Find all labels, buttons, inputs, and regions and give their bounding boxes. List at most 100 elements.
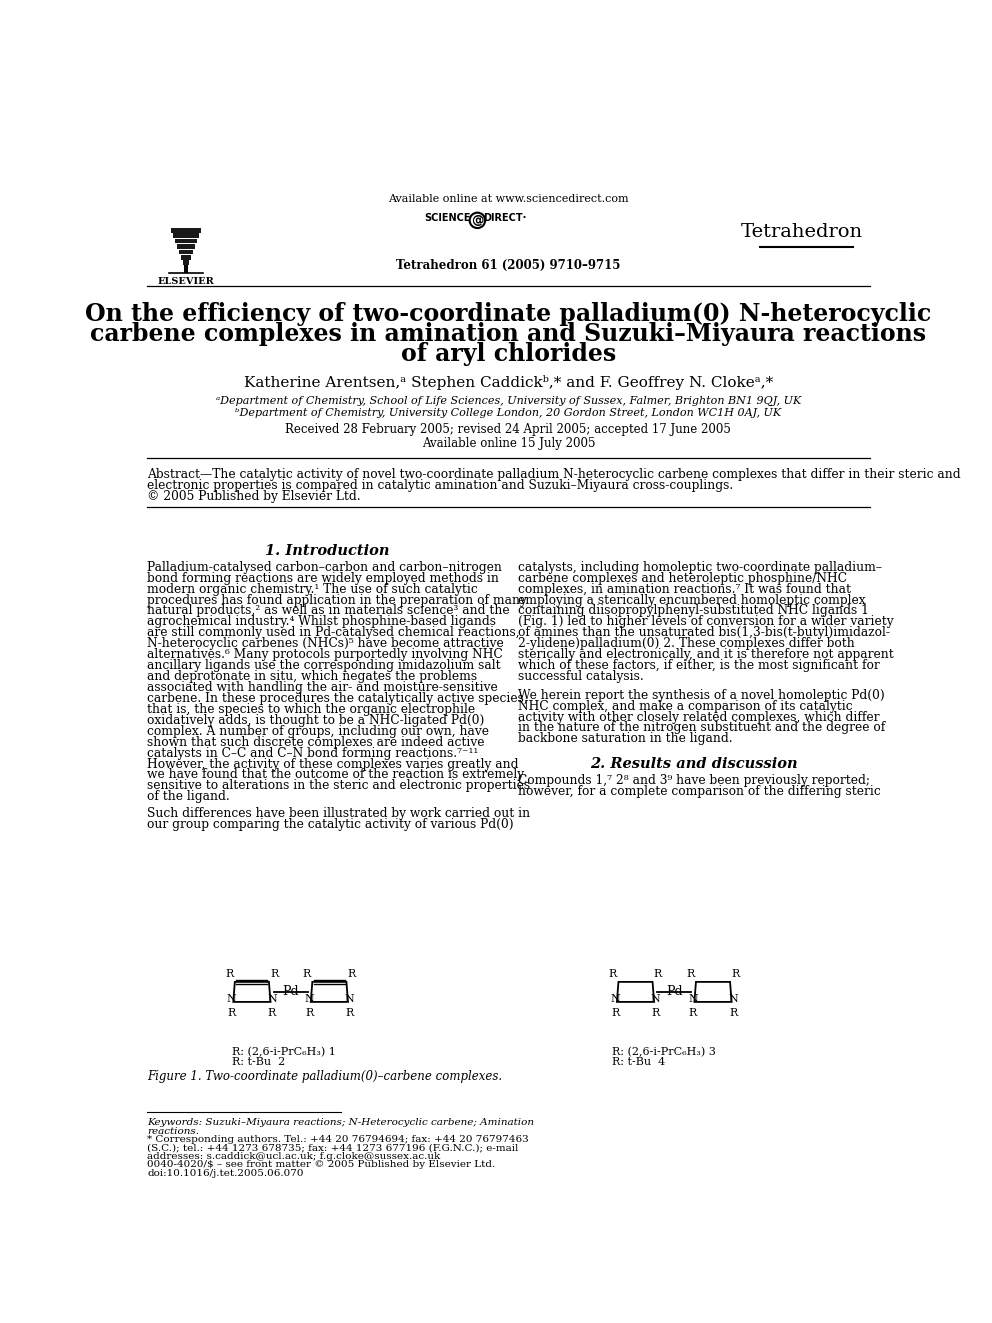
Text: we have found that the outcome of the reaction is extremely: we have found that the outcome of the re… xyxy=(147,769,525,782)
Text: R: R xyxy=(688,1008,697,1017)
Text: reactions.: reactions. xyxy=(147,1127,199,1135)
Text: sterically and electronically, and it is therefore not apparent: sterically and electronically, and it is… xyxy=(518,648,894,662)
Text: R: t-Bu  2: R: t-Bu 2 xyxy=(232,1057,286,1066)
Text: Tetrahedron 61 (2005) 9710–9715: Tetrahedron 61 (2005) 9710–9715 xyxy=(396,258,621,271)
Text: and deprotonate in situ, which negates the problems: and deprotonate in situ, which negates t… xyxy=(147,669,477,683)
Text: our group comparing the catalytic activity of various Pd(0): our group comparing the catalytic activi… xyxy=(147,819,514,831)
Text: Available online at www.sciencedirect.com: Available online at www.sciencedirect.co… xyxy=(388,193,629,204)
Text: DIRECT·: DIRECT· xyxy=(484,213,527,224)
Text: are still commonly used in Pd-catalysed chemical reactions,: are still commonly used in Pd-catalysed … xyxy=(147,626,520,639)
Text: 0040-4020/$ – see front matter © 2005 Published by Elsevier Ltd.: 0040-4020/$ – see front matter © 2005 Pu… xyxy=(147,1160,495,1168)
Text: R: R xyxy=(348,970,356,979)
Bar xyxy=(183,261,189,265)
Text: R: R xyxy=(268,1008,276,1017)
Text: electronic properties is compared in catalytic amination and Suzuki–Miyaura cros: electronic properties is compared in cat… xyxy=(147,479,733,492)
Text: * Corresponding authors. Tel.: +44 20 76794694; fax: +44 20 76797463: * Corresponding authors. Tel.: +44 20 76… xyxy=(147,1135,529,1144)
Text: however, for a complete comparison of the differing steric: however, for a complete comparison of th… xyxy=(518,785,881,798)
Text: Abstract—The catalytic activity of novel two-coordinate palladium N-heterocyclic: Abstract—The catalytic activity of novel… xyxy=(147,468,961,482)
Text: natural products,² as well as in materials science³ and the: natural products,² as well as in materia… xyxy=(147,605,510,618)
Text: agrochemical industry.⁴ Whilst phosphine-based ligands: agrochemical industry.⁴ Whilst phosphine… xyxy=(147,615,496,628)
Text: of the ligand.: of the ligand. xyxy=(147,790,230,803)
Text: sensitive to alterations in the steric and electronic properties: sensitive to alterations in the steric a… xyxy=(147,779,531,792)
Text: ancillary ligands use the corresponding imidazolium salt: ancillary ligands use the corresponding … xyxy=(147,659,501,672)
Text: N: N xyxy=(227,994,237,1004)
Text: addresses: s.caddick@ucl.ac.uk; f.g.cloke@sussex.ac.uk: addresses: s.caddick@ucl.ac.uk; f.g.clok… xyxy=(147,1152,440,1162)
Text: R: R xyxy=(270,970,279,979)
Text: R: t-Bu  4: R: t-Bu 4 xyxy=(612,1057,666,1066)
Text: However, the activity of these complexes varies greatly and: However, the activity of these complexes… xyxy=(147,758,519,770)
Text: (S.C.); tel.: +44 1273 678735; fax: +44 1273 677196 (F.G.N.C.); e-mail: (S.C.); tel.: +44 1273 678735; fax: +44 … xyxy=(147,1143,519,1152)
Text: R: R xyxy=(227,1008,236,1017)
Text: 1. Introduction: 1. Introduction xyxy=(265,544,389,558)
Text: 2-ylidene)palladium(0) 2. These complexes differ both: 2-ylidene)palladium(0) 2. These complexe… xyxy=(518,638,854,650)
Text: SCIENCE: SCIENCE xyxy=(425,213,471,224)
Text: R: (2,6-i-PrC₆H₃) 1: R: (2,6-i-PrC₆H₃) 1 xyxy=(232,1046,336,1057)
Text: N: N xyxy=(267,994,277,1004)
Text: Palladium-catalysed carbon–carbon and carbon–nitrogen: Palladium-catalysed carbon–carbon and ca… xyxy=(147,561,502,574)
Text: N: N xyxy=(305,994,314,1004)
Text: Katherine Arentsen,ᵃ Stephen Caddickᵇ,* and F. Geoffrey N. Clokeᵃ,*: Katherine Arentsen,ᵃ Stephen Caddickᵇ,* … xyxy=(244,374,773,389)
Text: 2. Results and discussion: 2. Results and discussion xyxy=(590,757,798,771)
Text: procedures has found application in the preparation of many: procedures has found application in the … xyxy=(147,594,527,606)
Text: Pd: Pd xyxy=(666,986,682,999)
Text: N: N xyxy=(688,994,697,1004)
Text: N: N xyxy=(728,994,738,1004)
Bar xyxy=(178,245,194,249)
Text: R: R xyxy=(303,970,311,979)
Text: On the efficiency of two-coordinate palladium(0) N-heterocyclic: On the efficiency of two-coordinate pall… xyxy=(85,302,931,327)
Bar xyxy=(181,255,191,259)
Text: which of these factors, if either, is the most significant for: which of these factors, if either, is th… xyxy=(518,659,880,672)
Text: backbone saturation in the ligand.: backbone saturation in the ligand. xyxy=(518,733,732,745)
Bar xyxy=(179,250,193,254)
Text: N: N xyxy=(610,994,620,1004)
Text: R: R xyxy=(652,1008,660,1017)
Text: bond forming reactions are widely employed methods in: bond forming reactions are widely employ… xyxy=(147,572,499,585)
Text: oxidatively adds, is thought to be a NHC-ligated Pd(0): oxidatively adds, is thought to be a NHC… xyxy=(147,714,485,726)
Text: R: R xyxy=(729,1008,737,1017)
Text: complex. A number of groups, including our own, have: complex. A number of groups, including o… xyxy=(147,725,489,738)
Text: employing a sterically encumbered homoleptic complex: employing a sterically encumbered homole… xyxy=(518,594,865,606)
Text: Pd: Pd xyxy=(283,986,299,999)
Text: catalysts in C–C and C–N bond forming reactions.⁷⁻¹¹: catalysts in C–C and C–N bond forming re… xyxy=(147,746,478,759)
Text: © 2005 Published by Elsevier Ltd.: © 2005 Published by Elsevier Ltd. xyxy=(147,490,361,503)
Text: that is, the species to which the organic electrophile: that is, the species to which the organi… xyxy=(147,703,475,716)
Text: ᵇDepartment of Chemistry, University College London, 20 Gordon Street, London WC: ᵇDepartment of Chemistry, University Col… xyxy=(235,407,782,418)
Text: R: R xyxy=(609,970,617,979)
Text: shown that such discrete complexes are indeed active: shown that such discrete complexes are i… xyxy=(147,736,485,749)
Text: Keywords: Suzuki–Miyaura reactions; N-Heterocyclic carbene; Amination: Keywords: Suzuki–Miyaura reactions; N-He… xyxy=(147,1118,535,1127)
Text: R: R xyxy=(306,1008,313,1017)
Text: catalysts, including homoleptic two-coordinate palladium–: catalysts, including homoleptic two-coor… xyxy=(518,561,882,574)
Text: NHC complex, and make a comparison of its catalytic: NHC complex, and make a comparison of it… xyxy=(518,700,852,713)
Text: associated with handling the air- and moisture-sensitive: associated with handling the air- and mo… xyxy=(147,681,498,695)
Text: complexes, in amination reactions.⁷ It was found that: complexes, in amination reactions.⁷ It w… xyxy=(518,582,851,595)
Text: alternatives.⁶ Many protocols purportedly involving NHC: alternatives.⁶ Many protocols purportedl… xyxy=(147,648,503,662)
Text: of aryl chlorides: of aryl chlorides xyxy=(401,343,616,366)
Text: We herein report the synthesis of a novel homoleptic Pd(0): We herein report the synthesis of a nove… xyxy=(518,689,885,701)
Bar xyxy=(172,228,200,233)
Text: R: R xyxy=(731,970,740,979)
Text: Tetrahedron: Tetrahedron xyxy=(741,222,863,241)
Text: carbene complexes and heteroleptic phosphine/NHC: carbene complexes and heteroleptic phosp… xyxy=(518,572,847,585)
Text: Compounds 1,⁷ 2⁸ and 3⁹ have been previously reported;: Compounds 1,⁷ 2⁸ and 3⁹ have been previo… xyxy=(518,774,870,787)
Text: R: R xyxy=(654,970,662,979)
Text: Such differences have been illustrated by work carried out in: Such differences have been illustrated b… xyxy=(147,807,531,820)
Text: successful catalysis.: successful catalysis. xyxy=(518,669,644,683)
Text: R: R xyxy=(345,1008,354,1017)
Text: N-heterocyclic carbenes (NHCs)⁵ have become attractive: N-heterocyclic carbenes (NHCs)⁵ have bec… xyxy=(147,638,504,650)
Text: R: (2,6-i-PrC₆H₃) 3: R: (2,6-i-PrC₆H₃) 3 xyxy=(612,1046,716,1057)
Text: doi:10.1016/j.tet.2005.06.070: doi:10.1016/j.tet.2005.06.070 xyxy=(147,1170,304,1177)
Bar xyxy=(176,239,196,243)
Text: Available online 15 July 2005: Available online 15 July 2005 xyxy=(422,437,595,450)
Text: of amines than the unsaturated bis(1,3-bis(t-butyl)imidazol-: of amines than the unsaturated bis(1,3-b… xyxy=(518,626,890,639)
Text: R: R xyxy=(225,970,233,979)
Bar xyxy=(184,265,188,273)
Text: activity with other closely related complexes, which differ: activity with other closely related comp… xyxy=(518,710,879,724)
Text: @: @ xyxy=(471,214,484,226)
Text: carbene complexes in amination and Suzuki–Miyaura reactions: carbene complexes in amination and Suzuk… xyxy=(90,323,927,347)
Text: Received 28 February 2005; revised 24 April 2005; accepted 17 June 2005: Received 28 February 2005; revised 24 Ap… xyxy=(286,423,731,437)
Text: carbene. In these procedures the catalytically active species,: carbene. In these procedures the catalyt… xyxy=(147,692,528,705)
Text: in the nature of the nitrogen substituent and the degree of: in the nature of the nitrogen substituen… xyxy=(518,721,885,734)
Text: ELSEVIER: ELSEVIER xyxy=(158,278,214,287)
Text: ᵃDepartment of Chemistry, School of Life Sciences, University of Sussex, Falmer,: ᵃDepartment of Chemistry, School of Life… xyxy=(216,397,801,406)
Text: (Fig. 1) led to higher levels of conversion for a wider variety: (Fig. 1) led to higher levels of convers… xyxy=(518,615,894,628)
